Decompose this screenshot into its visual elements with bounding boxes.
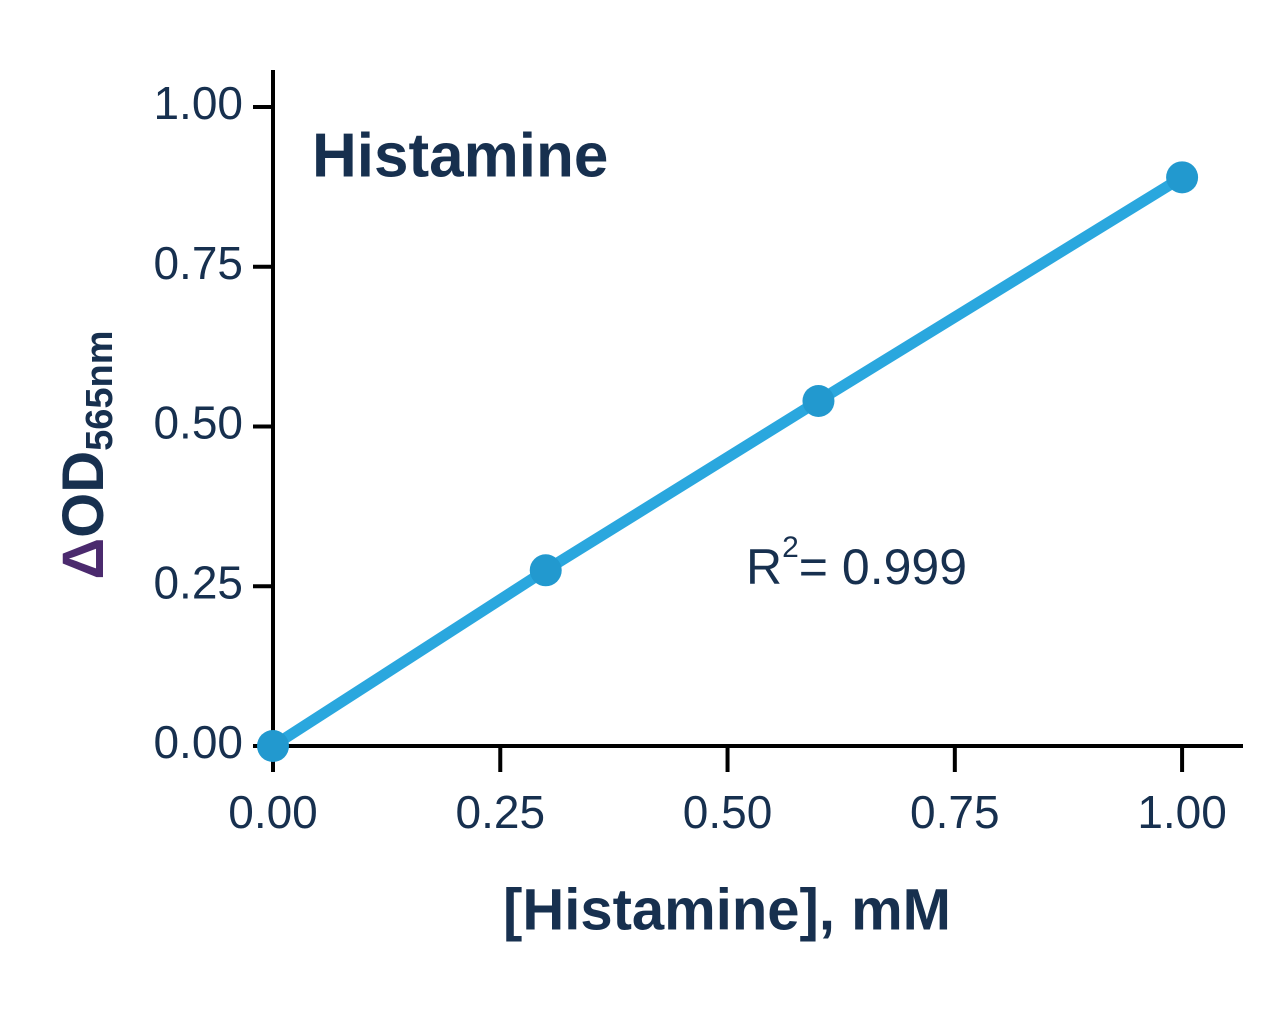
annotation-base: R bbox=[746, 539, 782, 595]
y-label-symbol: Δ bbox=[51, 538, 116, 580]
x-tick-label: 0.50 bbox=[683, 786, 773, 838]
data-point bbox=[529, 554, 562, 587]
y-axis-label: ΔOD565nm bbox=[51, 330, 121, 579]
x-tick-label: 0.75 bbox=[910, 786, 1000, 838]
y-tick-label: 0.75 bbox=[153, 237, 243, 289]
x-tick-label: 0.00 bbox=[228, 786, 318, 838]
chart-title: Histamine bbox=[312, 121, 608, 190]
x-tick-label: 1.00 bbox=[1137, 786, 1227, 838]
annotation: R2= 0.999 bbox=[746, 531, 967, 595]
data-point bbox=[802, 384, 835, 417]
x-axis-label: [Histamine], mM bbox=[503, 877, 951, 942]
annotation-rest: = 0.999 bbox=[799, 539, 967, 595]
y-tick-label: 0.25 bbox=[153, 556, 243, 608]
y-tick-label: 1.00 bbox=[153, 77, 243, 129]
x-tick-label: 0.25 bbox=[456, 786, 546, 838]
y-tick-label: 0.00 bbox=[153, 716, 243, 768]
series-line bbox=[267, 171, 1188, 752]
y-label-main: OD bbox=[51, 451, 116, 538]
annotation-superscript: 2 bbox=[782, 531, 799, 564]
y-label-subscript: 565nm bbox=[79, 330, 121, 450]
data-point bbox=[1166, 161, 1199, 194]
y-axis-label-text: ΔOD565nm bbox=[51, 330, 121, 579]
y-tick-label: 0.50 bbox=[153, 397, 243, 449]
data-point bbox=[257, 730, 289, 762]
